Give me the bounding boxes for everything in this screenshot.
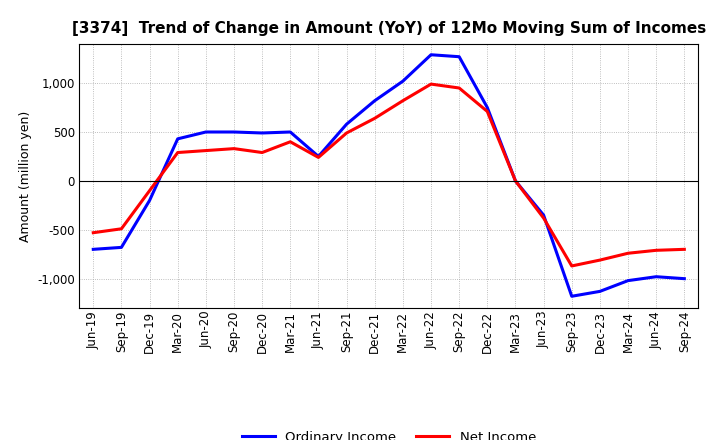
Net Income (567, 263, 576, 268)
Ordinary Income (370, 98, 379, 103)
Net Income (652, 248, 660, 253)
Ordinary Income (258, 130, 266, 136)
Ordinary Income (342, 121, 351, 127)
Ordinary Income (230, 129, 238, 135)
Ordinary Income (427, 52, 436, 57)
Ordinary Income (399, 78, 408, 84)
Net Income (483, 109, 492, 114)
Net Income (286, 139, 294, 144)
Net Income (455, 85, 464, 91)
Net Income (174, 150, 182, 155)
Net Income (145, 188, 154, 193)
Net Income (511, 178, 520, 183)
Net Income (314, 155, 323, 160)
Ordinary Income (202, 129, 210, 135)
Title: [3374]  Trend of Change in Amount (YoY) of 12Mo Moving Sum of Incomes: [3374] Trend of Change in Amount (YoY) o… (72, 21, 706, 36)
Net Income (258, 150, 266, 155)
Net Income (117, 226, 126, 231)
Net Income (230, 146, 238, 151)
Y-axis label: Amount (million yen): Amount (million yen) (19, 110, 32, 242)
Ordinary Income (652, 274, 660, 279)
Net Income (342, 130, 351, 136)
Ordinary Income (117, 245, 126, 250)
Line: Net Income: Net Income (94, 84, 684, 266)
Ordinary Income (567, 293, 576, 299)
Ordinary Income (314, 154, 323, 159)
Net Income (595, 257, 604, 263)
Ordinary Income (174, 136, 182, 142)
Line: Ordinary Income: Ordinary Income (94, 55, 684, 296)
Net Income (370, 116, 379, 121)
Ordinary Income (595, 289, 604, 294)
Ordinary Income (680, 276, 688, 281)
Net Income (427, 81, 436, 87)
Ordinary Income (89, 247, 98, 252)
Ordinary Income (286, 129, 294, 135)
Net Income (89, 230, 98, 235)
Net Income (399, 98, 408, 103)
Legend: Ordinary Income, Net Income: Ordinary Income, Net Income (236, 425, 541, 440)
Ordinary Income (455, 54, 464, 59)
Ordinary Income (624, 278, 632, 283)
Net Income (539, 216, 548, 221)
Ordinary Income (145, 198, 154, 203)
Ordinary Income (483, 105, 492, 110)
Ordinary Income (511, 178, 520, 183)
Ordinary Income (539, 213, 548, 218)
Net Income (202, 148, 210, 153)
Net Income (680, 247, 688, 252)
Net Income (624, 251, 632, 256)
